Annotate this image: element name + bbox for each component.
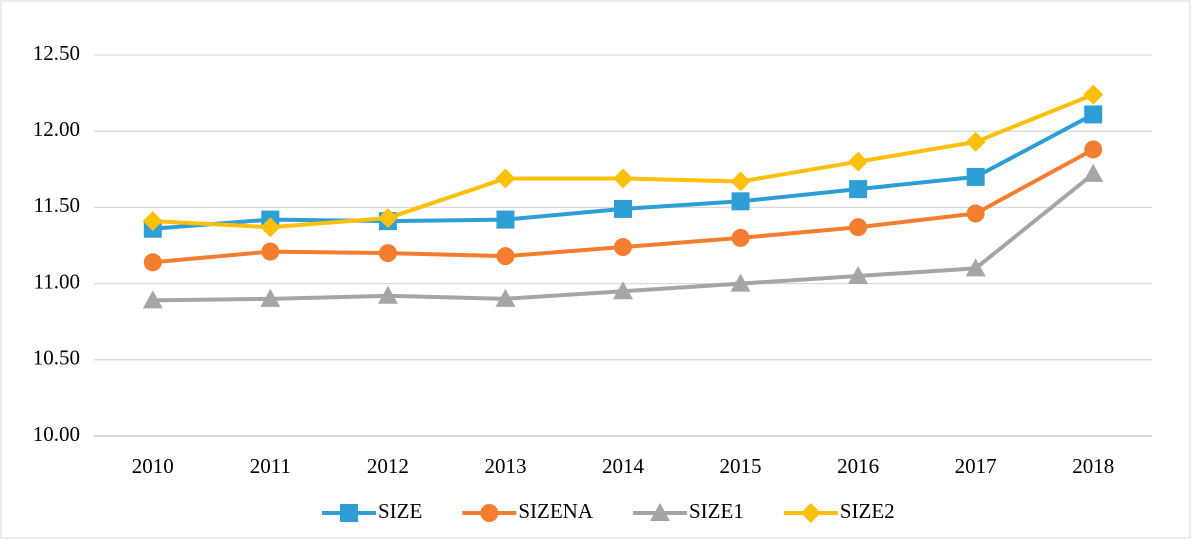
y-tick-label: 11.00 (34, 269, 80, 293)
marker (730, 171, 751, 192)
marker (848, 265, 869, 284)
marker (1083, 163, 1104, 182)
marker (1083, 84, 1104, 105)
marker (378, 244, 397, 263)
legend-marker (340, 504, 358, 522)
legend-label: SIZE1 (689, 499, 744, 523)
x-tick-label: 2012 (367, 454, 409, 478)
marker (731, 192, 750, 211)
x-tick-label: 2010 (132, 454, 174, 478)
marker (260, 217, 281, 238)
marker (260, 288, 281, 307)
legend-label: SIZENA (518, 499, 593, 523)
y-tick-label: 11.50 (34, 193, 80, 217)
legend-label: SIZE2 (840, 499, 895, 523)
marker (849, 180, 868, 199)
x-tick-label: 2017 (955, 454, 997, 478)
marker (261, 242, 280, 261)
x-tick-label: 2018 (1072, 454, 1114, 478)
marker (849, 218, 868, 237)
marker (614, 199, 632, 218)
marker (730, 273, 751, 292)
marker (143, 253, 162, 272)
x-tick-label: 2015 (720, 454, 762, 478)
y-tick-label: 12.50 (33, 41, 80, 65)
marker (965, 258, 986, 277)
marker (1084, 105, 1103, 124)
marker (496, 210, 515, 229)
marker (966, 167, 985, 186)
y-tick-label: 10.00 (33, 422, 80, 446)
x-tick-label: 2013 (484, 454, 526, 478)
marker (966, 204, 985, 223)
legend-label: SIZE (378, 499, 422, 523)
legend-marker (650, 503, 670, 521)
x-tick-label: 2016 (837, 454, 879, 478)
marker (142, 211, 163, 232)
y-tick-label: 12.00 (33, 117, 80, 141)
marker (142, 290, 163, 309)
marker (377, 285, 398, 304)
legend-marker (800, 503, 821, 523)
marker (614, 238, 632, 257)
y-tick-label: 10.50 (33, 346, 80, 370)
marker (377, 208, 398, 229)
marker (495, 168, 516, 189)
marker (731, 228, 750, 247)
marker (496, 247, 515, 266)
marker (495, 288, 516, 307)
x-tick-label: 2011 (250, 454, 291, 478)
legend-marker (480, 504, 499, 522)
marker (613, 281, 633, 300)
marker (1084, 140, 1103, 159)
x-tick-label: 2014 (602, 454, 645, 478)
marker (613, 168, 633, 189)
marker (848, 151, 869, 172)
marker (965, 131, 986, 152)
